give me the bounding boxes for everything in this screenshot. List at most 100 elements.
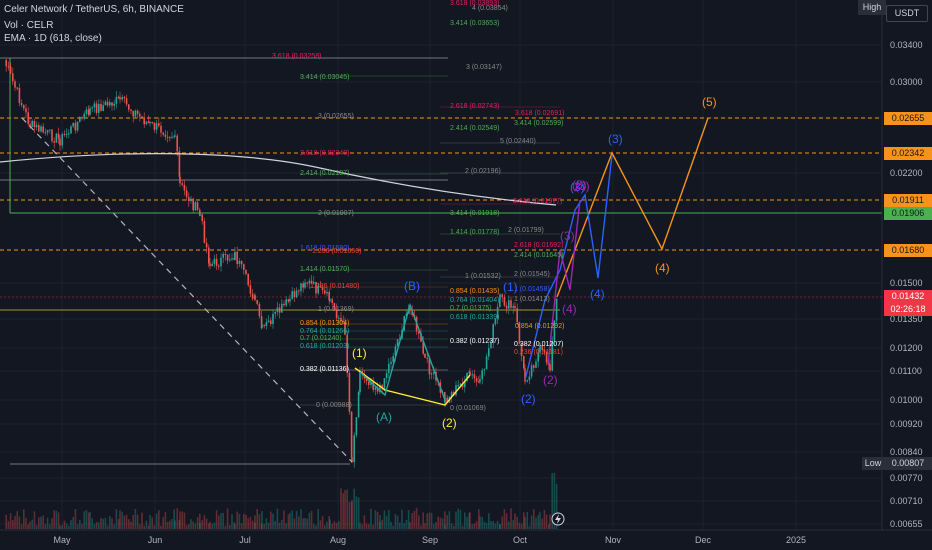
volume-bar [390,521,392,529]
volume-bar [435,522,437,529]
volume-bar [374,510,377,529]
high-button[interactable]: High [858,0,886,15]
candle-body [173,136,175,138]
volume-bar [18,516,21,529]
fib-label: 0.618 (0.01203) [300,343,349,350]
volume-bar [119,510,121,529]
fib-label: 2 (0.01799) [508,227,544,234]
replay-button[interactable] [551,512,565,526]
candle-body [166,136,169,138]
volume-bar [344,490,346,529]
volume-bar [392,525,394,529]
wave-labels: (1)(A)(B)(2)(1)(2)(2)(3)(3)(4)(5)(4)(3)(… [352,95,717,430]
volume-bar [274,521,276,529]
wave-projection-yellow[interactable] [354,367,471,406]
wave-projection-teal[interactable] [359,302,446,401]
volume-bar [106,525,109,529]
fib-label: 0 (0.00988) [316,402,352,409]
volume-bar [27,524,29,529]
time-axis[interactable]: May Jun Jul Aug Sep Oct Nov Dec 2025 [0,529,932,545]
volume-bar [70,520,72,529]
candle-body [63,134,66,136]
price-tick-label: 0.00655 [890,519,923,529]
time-tick-label: Jul [239,535,251,545]
volume-bar [245,514,247,529]
fib-label: 3.618 (0.02691) [515,110,564,117]
candle-body [326,291,328,294]
price-tick-label: 0.00770 [890,473,923,483]
candle-body [12,73,14,82]
volume-bar [151,517,153,529]
candle-body [65,134,68,136]
volume-bar [57,512,60,529]
volume-bar [178,519,181,529]
level-price-tag: 0.02655 [884,112,932,125]
candle-body [238,260,241,264]
wave-projection-blue[interactable] [524,154,613,381]
volume-bar [113,524,115,529]
candle-body [492,324,494,344]
volume-bar [194,523,197,529]
candle-body [44,132,47,134]
volume-bar [304,517,306,529]
candle-body [324,290,326,294]
volume-bar [324,525,326,529]
volume-indicator-label[interactable]: Vol · CELR [4,20,54,31]
candle-body [368,381,370,385]
volume-bar [203,515,206,529]
volume-bar [368,523,370,529]
wave-projection-purple[interactable] [547,199,581,366]
price-tick-label: 0.00840 [890,447,923,457]
candle-body [512,306,514,308]
volume-bar [514,513,516,529]
price-axis[interactable]: 0.034000.030000.026000.022000.015000.013… [881,0,923,530]
volume-bar [512,520,514,529]
candle-body [376,387,379,392]
candle-body [272,313,274,325]
candle-body [287,299,290,302]
fib-label: 3.618 (0.03258) [272,53,321,60]
candle-body [49,129,51,131]
fib-labels: 3.618 (0.03893)4 (0.03854) 3.414 (0.03653… [272,0,564,412]
price-tick-label: 0.01200 [890,343,923,353]
currency-button[interactable]: USDT [886,5,928,22]
volume-bar [403,523,405,529]
volume-bar [413,510,416,529]
trend-line[interactable] [21,117,353,463]
volume-bar [444,524,446,529]
candle-body [526,380,528,382]
wave-drawings [0,117,709,463]
volume-bar [220,513,222,529]
volume-bar [340,488,342,529]
candle-body [479,379,481,382]
volume-bar [55,510,58,529]
volume-bar [31,519,33,529]
wave-projection-orange[interactable] [556,117,709,298]
candle-body [488,348,490,357]
candle-body [201,214,203,222]
candle-body [319,285,322,288]
candle-body [450,392,453,397]
candle-body [72,122,74,127]
fib-label: 2.618 (0.02743) [450,103,499,110]
candle-body [392,355,394,362]
candle-body [14,81,16,88]
candle-body [457,384,459,386]
volume-bar [295,510,298,529]
volume-bar [33,511,36,529]
ema-indicator-label[interactable]: EMA · 1D (618, close) [4,33,102,44]
candle-body [353,435,355,463]
candle-body [281,303,283,313]
fib-label: 0.764 (0.01266) [300,328,349,335]
volume-bar [485,522,488,529]
volume-bar [188,523,190,529]
candle-body [245,269,247,275]
volume-bar [265,518,268,529]
wave-label: (3) [608,132,623,146]
volume-bar [545,514,548,529]
candle-body [350,411,353,458]
candle-body [459,383,462,385]
volume-bar [321,516,324,529]
volume-bar [450,523,453,529]
